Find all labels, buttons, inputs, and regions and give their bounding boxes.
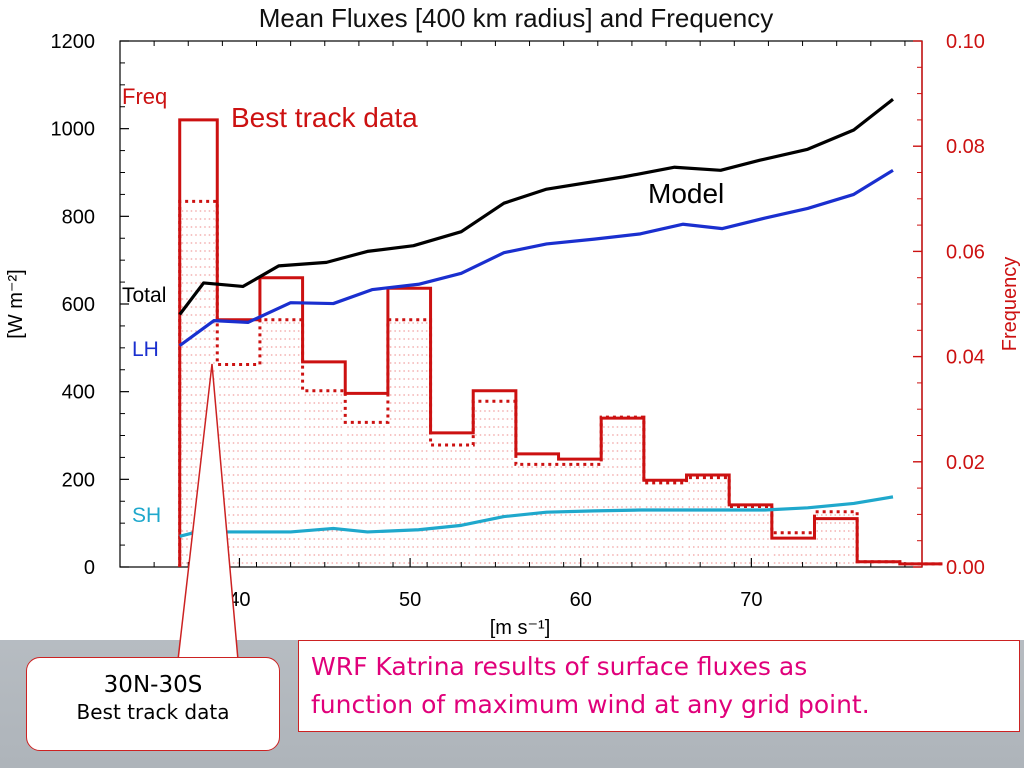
model-label: Model bbox=[648, 178, 724, 209]
best-track-callout: 30N-30S Best track data bbox=[26, 657, 280, 751]
x-tick-label: 70 bbox=[740, 589, 762, 611]
freq-label: Freq bbox=[122, 84, 167, 109]
model-freq-step-line bbox=[178, 118, 943, 567]
x-tick-label: 50 bbox=[399, 589, 421, 611]
sh-flux-line bbox=[179, 495, 894, 538]
lh-flux-line bbox=[178, 168, 894, 347]
lh-label: LH bbox=[132, 338, 159, 361]
caption-line-2: function of maximum wind at any grid poi… bbox=[311, 690, 870, 719]
y-left-tick-label: 1000 bbox=[51, 119, 96, 141]
y-right-tick-label: 0.08 bbox=[946, 136, 985, 158]
slide-caption: WRF Katrina results of surface fluxes as… bbox=[298, 640, 1020, 732]
y-left-tick-label: 600 bbox=[62, 294, 95, 316]
y-axis-label-left: [W m⁻²] bbox=[5, 269, 27, 338]
total-flux-line bbox=[178, 98, 894, 316]
y-left-tick-label: 0 bbox=[84, 557, 95, 579]
y-right-tick-label: 0.00 bbox=[946, 557, 985, 579]
caption-line-1: WRF Katrina results of surface fluxes as bbox=[311, 652, 808, 681]
y-left-tick-label: 800 bbox=[62, 206, 95, 228]
callout-line-2: Best track data bbox=[76, 700, 230, 724]
best-track-label: Best track data bbox=[231, 102, 418, 133]
total-label: Total bbox=[122, 284, 166, 307]
y-right-tick-label: 0.10 bbox=[946, 31, 985, 53]
y-left-tick-label: 200 bbox=[62, 469, 95, 491]
y-right-tick-label: 0.02 bbox=[946, 452, 985, 474]
y-right-tick-label: 0.06 bbox=[946, 241, 985, 263]
flux-frequency-chart: Mean Fluxes [400 km radius] and Frequenc… bbox=[5, 3, 1021, 639]
x-axis-label: [m s⁻¹] bbox=[490, 617, 551, 639]
best-track-step-line bbox=[178, 199, 943, 567]
y-left-tick-label: 1200 bbox=[51, 31, 96, 53]
chart-plate bbox=[0, 0, 1024, 640]
callout-line-1: 30N-30S bbox=[103, 672, 203, 698]
chart-title: Mean Fluxes [400 km radius] and Frequenc… bbox=[259, 3, 773, 33]
x-tick-label: 60 bbox=[570, 589, 592, 611]
y-right-tick-label: 0.04 bbox=[946, 347, 985, 369]
sh-label: SH bbox=[132, 504, 161, 527]
y-axis-label-right: Frequency bbox=[999, 257, 1021, 352]
y-left-tick-label: 400 bbox=[62, 382, 95, 404]
